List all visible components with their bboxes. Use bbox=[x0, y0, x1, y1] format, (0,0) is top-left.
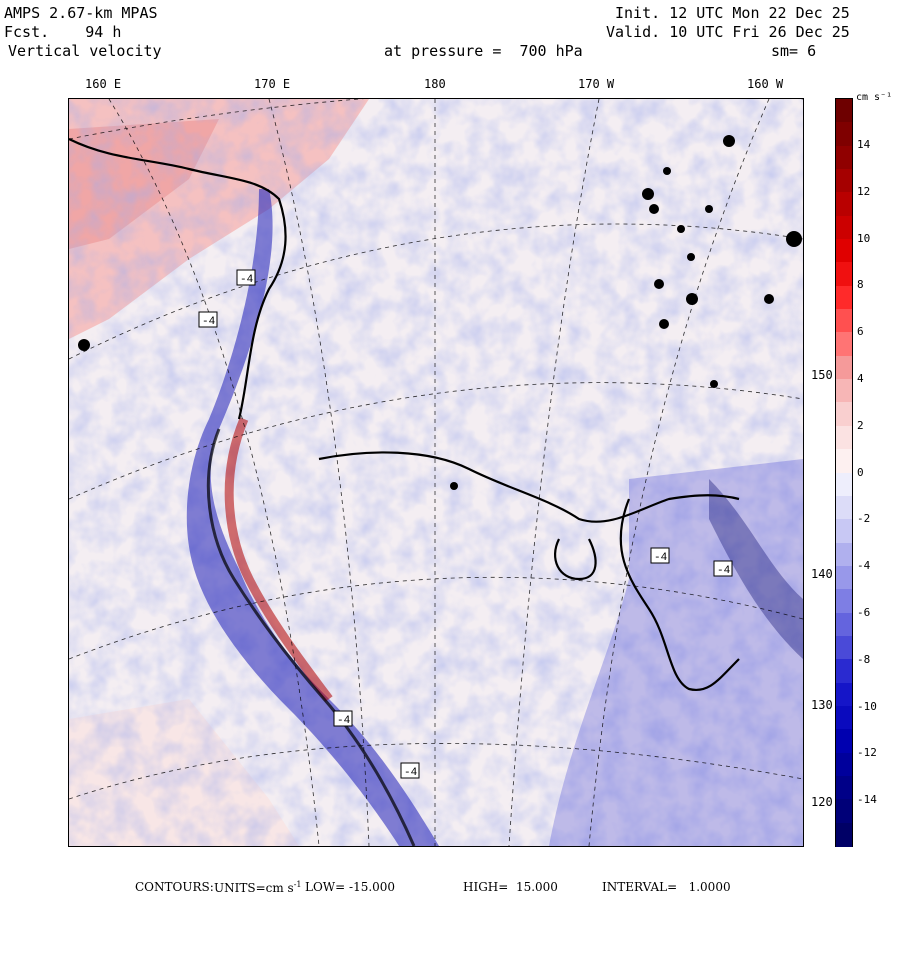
value-box-label: -4 bbox=[404, 767, 418, 779]
contour-info: CONTOURS: UNITS=cm s-1 LOW= -15.000 HIGH… bbox=[135, 880, 731, 964]
colorbar-segment bbox=[836, 705, 852, 730]
value-box-label: -4 bbox=[202, 316, 216, 328]
colorbar-segment bbox=[836, 472, 852, 497]
colorbar-segment bbox=[836, 122, 852, 147]
colorbar-segment bbox=[836, 355, 852, 380]
field-name: Vertical velocity bbox=[8, 42, 162, 60]
colorbar-segment bbox=[836, 775, 852, 800]
colorbar-tick-label: 12 bbox=[857, 184, 871, 198]
footer-units: UNITS=cm s-1 bbox=[214, 880, 302, 895]
convective-cells bbox=[78, 135, 802, 490]
colorbar-segment bbox=[836, 682, 852, 707]
colorbar-tick-label: -8 bbox=[857, 652, 871, 666]
colorbar-tick-label: 6 bbox=[857, 325, 864, 339]
colorbar-segment bbox=[836, 192, 852, 217]
colorbar-tick-label: -12 bbox=[857, 746, 877, 760]
east-ridge bbox=[709, 479, 803, 659]
colorbar-tick-label: -4 bbox=[857, 559, 871, 573]
smoothing-value: sm= 6 bbox=[771, 42, 817, 60]
colorbar-segment bbox=[836, 659, 852, 684]
colorbar-segment bbox=[836, 495, 852, 520]
ridge-contours bbox=[206, 428, 416, 846]
colorbar-tick-label: -10 bbox=[857, 699, 877, 713]
colorbar-segment bbox=[836, 565, 852, 590]
forecast-hour: Fcst. 94 h bbox=[4, 23, 122, 41]
colorbar-segment bbox=[836, 449, 852, 473]
colorbar-tick-label: 4 bbox=[857, 372, 864, 385]
colorbar-segment bbox=[836, 239, 852, 263]
colorbar-segment bbox=[836, 402, 852, 427]
colorbar-segment bbox=[836, 262, 852, 287]
colorbar-tick-label: -2 bbox=[857, 512, 871, 526]
colorbar-tick-label: 10 bbox=[857, 231, 871, 245]
ridge-red-band bbox=[224, 417, 333, 702]
colorbar-segment bbox=[836, 332, 852, 357]
colorbar-segment bbox=[836, 799, 852, 824]
colorbar-unit: cm s⁻¹ bbox=[856, 92, 893, 103]
colorbar-segment bbox=[836, 285, 852, 310]
graticule bbox=[69, 99, 803, 846]
colorbar-tick-label: -6 bbox=[857, 606, 871, 619]
colorbar-segment bbox=[836, 519, 852, 544]
colorbar-segment bbox=[836, 589, 852, 614]
colorbar-segment bbox=[836, 309, 852, 333]
footer-interval: INTERVAL= 1.0000 bbox=[602, 880, 731, 894]
ridge-blue-band bbox=[186, 189, 439, 846]
colorbar-segment bbox=[836, 169, 852, 193]
lon-label-180: 180 bbox=[424, 77, 446, 91]
value-boxes bbox=[198, 269, 733, 779]
colorbar-segment bbox=[836, 542, 852, 567]
value-box-label: -4 bbox=[337, 715, 351, 727]
colorbar-tick-label: 8 bbox=[857, 278, 864, 292]
value-box-label: -4 bbox=[240, 274, 254, 286]
lon-label-170w: 170 W bbox=[578, 77, 615, 91]
colorbar-tick-label: -14 bbox=[857, 793, 877, 807]
footer-high: HIGH= 15.000 bbox=[463, 880, 558, 894]
map-canvas: -4 -4 -4 -4 -4 -4 bbox=[69, 99, 803, 846]
colorbar-segment bbox=[836, 425, 852, 450]
colorbar-tick-label: 0 bbox=[857, 465, 864, 479]
colorbar-segment bbox=[836, 215, 852, 240]
colorbar-segment bbox=[836, 729, 852, 754]
footer-contours: CONTOURS: bbox=[135, 880, 214, 894]
colorbar-segment bbox=[836, 145, 852, 170]
colorbar-tick-label: 2 bbox=[857, 418, 864, 432]
lon-label-160w: 160 W bbox=[747, 77, 784, 91]
colorbar-segment bbox=[836, 379, 852, 403]
valid-time: Valid. 10 UTC Fri 26 Dec 25 bbox=[606, 23, 850, 41]
colorbar-segment bbox=[836, 635, 852, 660]
colorbar-segment bbox=[836, 822, 852, 847]
footer-low: LOW= -15.000 bbox=[305, 880, 396, 894]
vertical-velocity-map: -4 -4 -4 -4 -4 -4 bbox=[68, 98, 804, 847]
east-blue-region bbox=[549, 459, 803, 846]
coastline bbox=[69, 138, 740, 692]
value-box-label: -4 bbox=[654, 552, 668, 564]
model-title: AMPS 2.67-km MPAS bbox=[4, 4, 158, 22]
colorbar-segment bbox=[836, 752, 852, 777]
init-time: Init. 12 UTC Mon 22 Dec 25 bbox=[615, 4, 850, 22]
colorbar-segment bbox=[836, 612, 852, 637]
colorbar bbox=[835, 98, 853, 847]
lon-label-170e: 170 E bbox=[254, 77, 291, 91]
lon-label-160e: 160 E bbox=[85, 77, 122, 91]
value-box-label: -4 bbox=[717, 565, 731, 577]
colorbar-tick-label: 14 bbox=[857, 138, 871, 151]
colorbar-segment bbox=[836, 99, 852, 123]
pressure-level: at pressure = 700 hPa bbox=[384, 42, 583, 60]
